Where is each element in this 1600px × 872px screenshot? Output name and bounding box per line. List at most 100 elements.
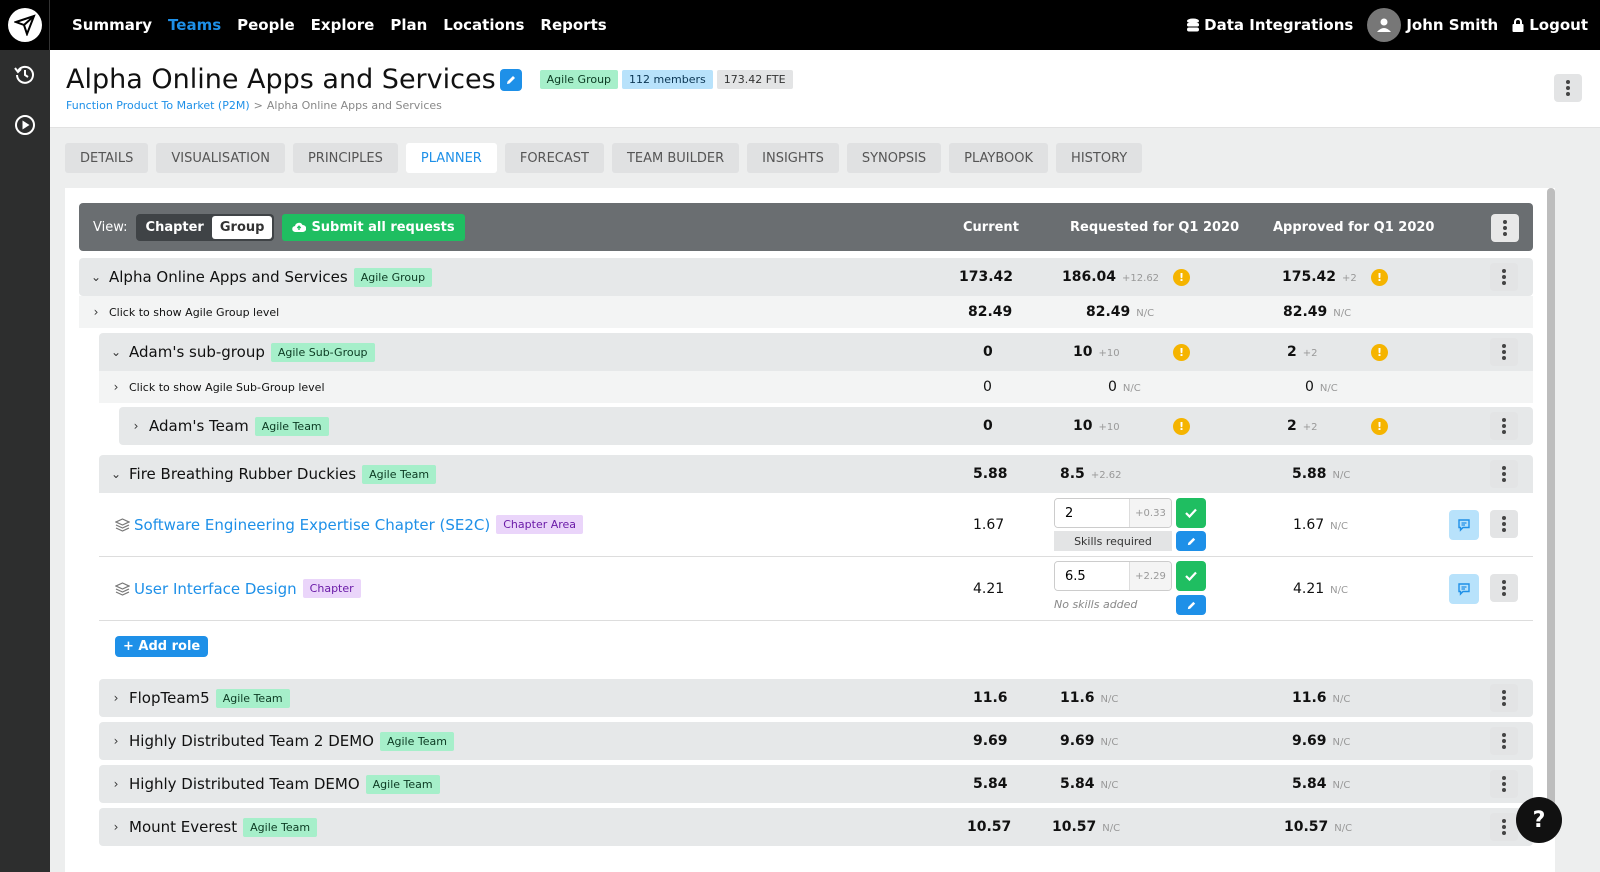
tab-forecast[interactable]: FORECAST [504,143,604,173]
toolbar-more-button[interactable] [1491,214,1519,242]
tab-team-builder[interactable]: TEAM BUILDER [611,143,740,173]
group-level-row[interactable]: › Click to show Agile Group level 82.49 … [79,296,1533,328]
vertical-scrollbar[interactable] [1547,188,1555,822]
type-badge: Agile Team [215,688,290,708]
requested-value: 5.84 [1060,776,1095,792]
group-row-alpha[interactable]: ⌄ Alpha Online Apps and Services Agile G… [79,258,1533,296]
chevron-down-icon[interactable]: ⌄ [90,270,102,284]
team-row-adams-team[interactable]: › Adam's Team Agile Team 0 10 +10 ! 2 +2 ! [119,407,1533,445]
row-more-button[interactable] [1490,510,1518,538]
approved-value: 2 [1287,344,1297,360]
chevron-right-icon[interactable]: › [113,820,119,834]
team-row-mount-everest[interactable]: › Mount Everest Agile Team 10.57 10.57 N/… [99,808,1533,846]
submit-all-requests-button[interactable]: Submit all requests [282,213,465,241]
team-row-rubber-duckies[interactable]: ⌄ Fire Breathing Rubber Duckies Agile Te… [99,455,1533,493]
row-name: Mount Everest [129,818,238,836]
help-button[interactable]: ? [1516,797,1562,843]
row-more-button[interactable] [1490,813,1518,841]
approved-value: 0 [1305,379,1314,395]
requested-fte-input[interactable] [1055,499,1129,527]
row-more-button[interactable] [1490,770,1518,798]
nav-people[interactable]: People [237,16,295,34]
current-value: 5.84 [973,776,1008,792]
user-menu[interactable]: John Smith [1367,8,1498,42]
planner-toolbar: View: Chapter Group Submit all requests … [79,203,1533,251]
requested-delta: +12.62 [1122,273,1160,284]
fte-badge: 173.42 FTE [716,70,793,89]
nav-teams[interactable]: Teams [168,16,222,34]
chevron-down-icon[interactable]: ⌄ [110,467,122,481]
database-icon [1187,18,1200,32]
row-more-button[interactable] [1490,460,1518,488]
current-value: 1.67 [973,516,1005,533]
nav-locations[interactable]: Locations [443,16,525,34]
divider [99,556,1533,557]
approved-delta: +2 [1342,273,1357,284]
tab-principles[interactable]: PRINCIPLES [292,143,398,173]
chapter-link[interactable]: Software Engineering Expertise Chapter (… [134,515,491,534]
view-group-button[interactable]: Group [211,215,273,239]
chevron-right-icon[interactable]: › [93,305,99,319]
logout-label: Logout [1529,16,1588,34]
chevron-right-icon[interactable]: › [113,380,119,394]
group-row-adam-sub-group[interactable]: ⌄ Adam's sub-group Agile Sub-Group 0 10 +… [99,333,1533,371]
nav-summary[interactable]: Summary [72,16,153,34]
logout-link[interactable]: Logout [1512,16,1588,34]
top-navigation: Summary Teams People Explore Plan Locati… [0,0,1600,50]
sub-group-level-row[interactable]: › Click to show Agile Sub-Group level 0 … [99,371,1533,403]
data-integrations-link[interactable]: Data Integrations [1187,16,1353,34]
tab-history[interactable]: HISTORY [1056,143,1143,173]
row-more-button[interactable] [1490,338,1518,366]
tab-synopsis[interactable]: SYNOPSIS [846,143,942,173]
tab-insights[interactable]: INSIGHTS [747,143,839,173]
requested-delta: N/C [1100,694,1119,705]
row-more-button[interactable] [1490,574,1518,602]
chevron-down-icon[interactable]: ⌄ [110,345,122,359]
edit-skills-button[interactable] [1176,531,1206,551]
row-more-button[interactable] [1490,263,1518,291]
confirm-button[interactable] [1176,498,1206,528]
tab-planner[interactable]: PLANNER [405,143,497,173]
team-row-flopteam5[interactable]: › FlopTeam5 Agile Team 11.6 11.6 N/C 11.6… [99,679,1533,717]
edit-skills-button[interactable] [1176,595,1206,615]
app-logo[interactable] [0,0,50,50]
chevron-right-icon[interactable]: › [113,734,119,748]
approved-value: 4.21 [1293,580,1325,597]
approved-delta: N/C [1332,470,1351,481]
warning-icon: ! [1371,417,1388,435]
nav-explore[interactable]: Explore [310,16,375,34]
play-button[interactable] [0,100,50,150]
row-more-button[interactable] [1490,412,1518,440]
chapter-link[interactable]: User Interface Design [134,579,297,598]
team-row-highly-distributed-2[interactable]: › Highly Distributed Team 2 DEMO Agile T… [99,722,1533,760]
row-more-button[interactable] [1490,684,1518,712]
tab-visualisation[interactable]: VISUALISATION [156,143,285,173]
current-value: 0 [983,379,992,395]
view-label: View: [93,219,128,235]
nav-plan[interactable]: Plan [390,16,428,34]
history-button[interactable] [0,50,50,100]
tab-details[interactable]: DETAILS [65,143,149,173]
type-badge: Agile Group [539,70,619,89]
requested-fte-input[interactable] [1055,562,1129,590]
add-role-button[interactable]: + Add role [115,636,209,657]
confirm-button[interactable] [1176,561,1206,591]
team-row-highly-distributed[interactable]: › Highly Distributed Team DEMO Agile Tea… [99,765,1533,803]
comment-button[interactable] [1449,574,1479,604]
row-more-button[interactable] [1490,727,1518,755]
edit-title-button[interactable] [499,68,522,91]
chevron-right-icon[interactable]: › [113,777,119,791]
approved-delta: N/C [1333,308,1352,319]
chevron-right-icon[interactable]: › [133,419,139,433]
breadcrumb-parent[interactable]: Function Product To Market (P2M) [66,99,250,112]
chevron-right-icon[interactable]: › [113,691,119,705]
page-header: Alpha Online Apps and Services Agile Gro… [50,50,1600,128]
skills-required-button[interactable]: Skills required [1054,531,1172,551]
column-requested: Requested for Q1 2020 [1070,220,1240,235]
nav-reports[interactable]: Reports [540,16,607,34]
approved-value: 11.6 [1292,690,1327,706]
header-more-button[interactable] [1554,74,1582,102]
tab-playbook[interactable]: PLAYBOOK [949,143,1049,173]
comment-button[interactable] [1449,510,1479,540]
view-chapter-button[interactable]: Chapter [145,219,204,235]
